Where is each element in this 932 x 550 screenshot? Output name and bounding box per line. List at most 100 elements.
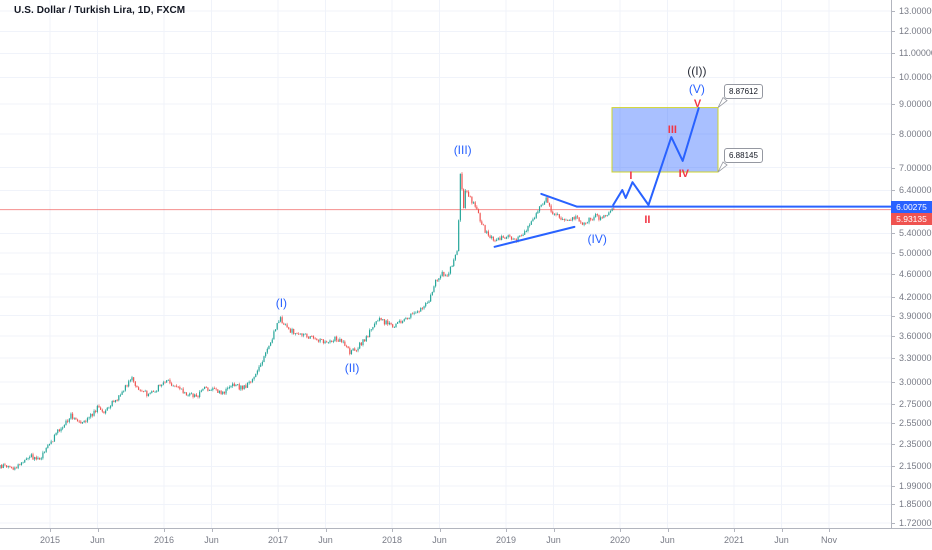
price-tick (892, 485, 895, 487)
time-tick (620, 529, 621, 532)
price-tick (892, 53, 895, 55)
price-tick (892, 315, 895, 317)
price-tick (892, 167, 895, 169)
time-axis-label: Jun (774, 535, 789, 545)
wave-label-ii[interactable]: (II) (344, 361, 360, 376)
time-tick (278, 529, 279, 532)
wave-label-i[interactable]: I (629, 170, 633, 183)
time-tick (325, 529, 327, 532)
trendline-1[interactable] (493, 225, 576, 248)
wave-label-iii[interactable]: III (667, 124, 677, 137)
time-tick (50, 529, 51, 532)
price-tick (892, 504, 895, 506)
time-axis-label: Jun (546, 535, 561, 545)
time-axis-label: 2020 (609, 535, 631, 545)
trendline-2[interactable] (540, 192, 578, 208)
price-axis-label: 6.40000 (899, 185, 932, 196)
price-axis-label: 3.30000 (899, 352, 932, 363)
wave-label-iv[interactable]: IV (678, 167, 689, 180)
price-tick (892, 423, 895, 425)
time-tick (829, 529, 830, 532)
time-tick (164, 529, 165, 532)
wave-label-iv[interactable]: (IV) (587, 232, 607, 246)
wave-label-ii[interactable]: II (644, 214, 651, 227)
price-tick (892, 273, 895, 275)
wave-label-i[interactable]: (I) (275, 296, 288, 310)
price-tick (892, 104, 895, 106)
price-tick (892, 466, 895, 468)
callout-tail (717, 161, 728, 173)
projection-rectangle[interactable] (611, 107, 719, 173)
price-axis-label: 4.20000 (899, 291, 932, 302)
time-axis-label: 2019 (495, 535, 517, 545)
time-axis-label: Jun (204, 535, 219, 545)
price-tick (892, 233, 895, 235)
price-axis-label: 13.00000 (899, 6, 932, 17)
price-axis-label: 4.60000 (899, 268, 932, 279)
wave-label-v[interactable]: (V) (688, 82, 705, 97)
price-axis-label: 1.72000 (899, 517, 932, 528)
price-axis-label: 1.85000 (899, 499, 932, 510)
price-tick (892, 296, 895, 298)
price-axis-label: 2.55000 (899, 418, 932, 429)
time-axis-label: 2016 (153, 535, 175, 545)
wave-label-iii[interactable]: (III) (453, 142, 472, 157)
price-tick (892, 522, 895, 524)
price-axis-label: 3.90000 (899, 310, 932, 321)
time-axis-label: Jun (90, 535, 105, 545)
price-tick (892, 382, 895, 384)
candlestick-series (0, 172, 615, 471)
time-axis-label: 2018 (381, 535, 403, 545)
ray-price-badge: 6.00275 (891, 200, 932, 213)
gridlines (0, 0, 891, 528)
price-tick (892, 252, 895, 254)
time-axis-label: Jun (660, 535, 675, 545)
time-tick (734, 529, 735, 532)
price-tick (892, 77, 895, 79)
symbol-title[interactable]: U.S. Dollar / Turkish Lira, 1D, FXCM (14, 5, 186, 16)
time-axis-label: 2021 (723, 535, 745, 545)
price-axis-label: 2.75000 (899, 399, 932, 410)
time-axis-label: Jun (318, 535, 333, 545)
price-axis-label: 7.00000 (899, 162, 932, 173)
wave-label-i[interactable]: ((I)) (687, 64, 707, 78)
time-tick (97, 529, 99, 532)
wave-label-v[interactable]: V (693, 98, 702, 111)
time-tick (667, 529, 669, 532)
price-tick (892, 335, 895, 337)
price-axis-label: 3.60000 (899, 330, 932, 341)
time-axis-label: Jun (432, 535, 447, 545)
time-axis-label: 2017 (267, 535, 289, 545)
price-tick (892, 31, 895, 33)
price-axis-label: 12.00000 (899, 26, 932, 37)
price-axis-label: 10.00000 (899, 72, 932, 83)
time-axis[interactable]: 2015 Jun 2016 Jun 2017 Jun 2018 Jun 2019 Jun 2020 J… (0, 528, 932, 550)
price-axis[interactable]: 13.00000 12.00000 11.00000 10.00000 9.00000 8… (891, 0, 932, 528)
chart-canvas[interactable] (0, 0, 891, 528)
price-tick (892, 190, 895, 192)
time-axis-label: Nov (820, 535, 838, 545)
price-tick (892, 357, 895, 359)
price-axis-label: 3.00000 (899, 377, 932, 388)
price-axis-label: 11.00000 (899, 48, 932, 59)
time-tick (553, 529, 555, 532)
price-tick (892, 133, 895, 135)
price-axis-label: 1.99000 (899, 480, 932, 491)
elliott-wave-line[interactable] (612, 107, 700, 206)
price-axis-label: 2.15000 (899, 461, 932, 472)
price-axis-label: 5.40000 (899, 228, 932, 239)
price-axis-label: 9.00000 (899, 99, 932, 110)
price-callout[interactable]: 8.87612 (724, 83, 763, 99)
price-callout[interactable]: 6.88145 (724, 148, 763, 163)
time-tick (211, 529, 213, 532)
callout-tail (717, 97, 728, 108)
price-axis-label: 5.00000 (899, 247, 932, 258)
price-axis-label: 8.00000 (899, 128, 932, 139)
time-tick (439, 529, 441, 532)
time-tick (781, 529, 783, 532)
price-tick (892, 11, 895, 13)
price-tick (892, 404, 895, 406)
price-tick (892, 443, 895, 445)
price-axis-label: 2.35000 (899, 438, 932, 449)
